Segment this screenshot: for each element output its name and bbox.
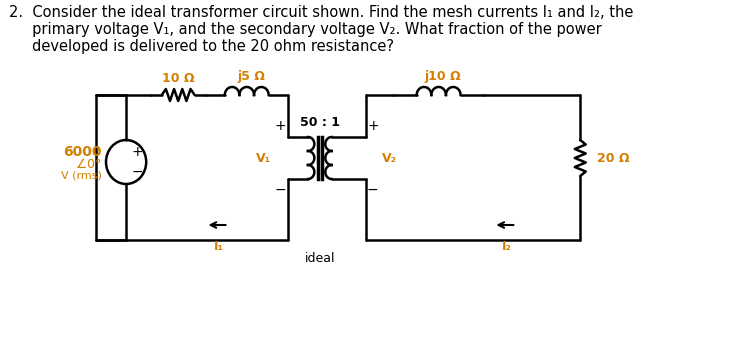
Text: 2.  Consider the ideal transformer circuit shown. Find the mesh currents I₁ and : 2. Consider the ideal transformer circui… bbox=[9, 5, 633, 20]
Text: 10 Ω: 10 Ω bbox=[162, 72, 195, 85]
Text: I₁: I₁ bbox=[214, 240, 225, 253]
Text: I₂: I₂ bbox=[502, 240, 512, 253]
Text: j5 Ω: j5 Ω bbox=[237, 70, 265, 83]
Text: ideal: ideal bbox=[305, 252, 335, 265]
Text: 6000: 6000 bbox=[63, 145, 101, 159]
Text: V (rms): V (rms) bbox=[61, 171, 101, 181]
Text: V₂: V₂ bbox=[382, 152, 397, 165]
Text: −: − bbox=[275, 183, 286, 197]
Text: developed is delivered to the 20 ohm resistance?: developed is delivered to the 20 ohm res… bbox=[9, 39, 394, 54]
Text: 50 : 1: 50 : 1 bbox=[299, 116, 340, 129]
Text: +: + bbox=[131, 145, 143, 159]
Text: primary voltage V₁, and the secondary voltage V₂. What fraction of the power: primary voltage V₁, and the secondary vo… bbox=[9, 22, 602, 37]
Text: +: + bbox=[367, 119, 379, 133]
Text: $\angle$0°: $\angle$0° bbox=[75, 157, 101, 171]
Text: V₁: V₁ bbox=[256, 152, 272, 165]
Text: j10 Ω: j10 Ω bbox=[425, 70, 462, 83]
Text: −: − bbox=[131, 165, 143, 179]
Text: −: − bbox=[367, 183, 379, 197]
Text: 20 Ω: 20 Ω bbox=[597, 152, 629, 165]
Text: +: + bbox=[275, 119, 286, 133]
